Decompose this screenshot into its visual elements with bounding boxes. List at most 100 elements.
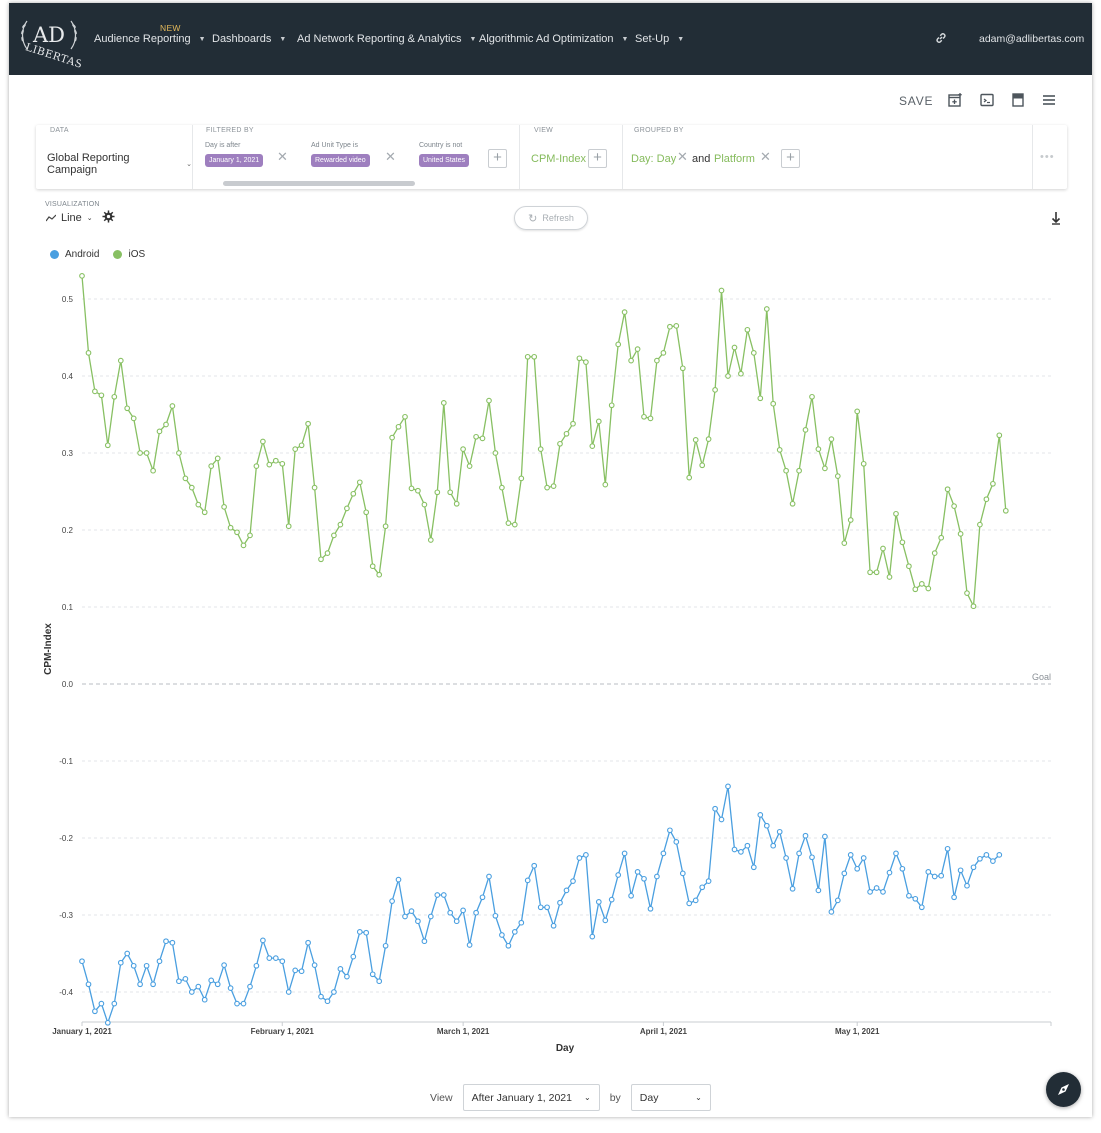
data-point-android xyxy=(188,989,195,995)
nav-dashboards[interactable]: Dashboards ▼ xyxy=(212,33,286,45)
visualization-type-select[interactable]: Line ⌄ xyxy=(46,212,93,224)
data-point-android xyxy=(602,917,609,924)
add-to-dashboard-icon[interactable] xyxy=(947,92,963,108)
data-point-ios xyxy=(408,485,415,492)
data-point-android xyxy=(854,865,861,872)
data-point-ios xyxy=(712,387,718,393)
embed-icon[interactable] xyxy=(979,92,995,108)
data-point-android xyxy=(880,889,886,895)
data-point-android xyxy=(660,850,667,857)
data-point-ios xyxy=(718,287,725,294)
filter-chip-day[interactable]: January 1, 2021 xyxy=(205,154,264,167)
data-point-android xyxy=(111,1000,118,1007)
adlibertas-logo[interactable]: AD LIBERTAS xyxy=(17,11,81,69)
nav-ad-network-reporting[interactable]: Ad Network Reporting & Analytics ▼ xyxy=(297,33,476,45)
data-point-ios xyxy=(434,489,441,496)
data-point-ios xyxy=(350,490,357,497)
menu-icon[interactable] xyxy=(1041,92,1057,108)
data-point-android xyxy=(544,904,550,911)
nav-set-up[interactable]: Set-Up ▼ xyxy=(635,33,684,45)
gear-icon[interactable] xyxy=(102,210,115,223)
filter-chip-ad-unit[interactable]: Rewarded video xyxy=(311,154,370,167)
group-platform[interactable]: Platform xyxy=(714,153,755,165)
data-source-select[interactable]: Global Reporting Campaign ⌄ xyxy=(47,152,192,176)
data-point-android xyxy=(518,919,525,926)
data-point-ios xyxy=(272,457,279,464)
data-point-android xyxy=(492,912,499,919)
legend-dot xyxy=(113,250,123,259)
filter-scrollbar[interactable] xyxy=(223,181,415,186)
add-metric-button[interactable]: + xyxy=(588,149,607,168)
nav-label: Audience Reporting xyxy=(94,33,191,45)
granularity-select[interactable]: Day ⌄ xyxy=(630,1084,711,1111)
legend-item-ios[interactable]: iOS xyxy=(113,249,145,260)
data-point-android xyxy=(85,981,92,988)
app-frame: AD LIBERTAS NEW Audience Reporting ▼ Dash… xyxy=(9,3,1092,1117)
nav-label: Dashboards xyxy=(212,33,272,45)
data-point-android xyxy=(292,967,299,974)
filter-chip-country[interactable]: United States xyxy=(419,154,470,167)
date-range-select[interactable]: After January 1, 2021 ⌄ xyxy=(462,1084,600,1111)
data-point-ios xyxy=(117,357,124,364)
data-point-android xyxy=(253,962,260,969)
metric-selector[interactable]: CPM-Index xyxy=(531,153,587,165)
data-point-android xyxy=(557,899,563,906)
data-point-android xyxy=(964,882,970,889)
add-group-button[interactable]: + xyxy=(781,149,800,168)
chevron-down-icon: ⌄ xyxy=(583,1093,591,1102)
data-point-ios xyxy=(156,428,163,435)
remove-group-icon[interactable]: ✕ xyxy=(677,149,688,164)
link-icon[interactable] xyxy=(934,31,948,45)
caret-down-icon: ▼ xyxy=(198,35,206,43)
line-chart-icon xyxy=(46,214,56,222)
data-point-android xyxy=(951,894,957,901)
grouped-by-section: GROUPED BY Day: Day ✕ and Platform ✕ + xyxy=(623,125,1033,189)
data-point-ios xyxy=(92,388,98,395)
data-point-android xyxy=(899,865,906,872)
data-point-android xyxy=(272,955,279,961)
data-point-ios xyxy=(402,413,408,420)
data-point-ios xyxy=(602,481,609,488)
more-options-icon[interactable]: ••• xyxy=(1040,151,1055,163)
data-point-android xyxy=(983,852,990,858)
data-point-android xyxy=(350,953,357,960)
add-filter-button[interactable]: + xyxy=(488,149,507,168)
data-point-ios xyxy=(996,432,1003,439)
nav-algorithmic-ad-optimization[interactable]: Algorithmic Ad Optimization ▼ xyxy=(479,33,628,45)
save-button[interactable]: SAVE xyxy=(899,94,934,108)
remove-filter-icon[interactable]: ✕ xyxy=(385,149,396,164)
nav-audience-reporting[interactable]: Audience Reporting ▼ xyxy=(94,33,206,45)
data-point-ios xyxy=(79,273,85,279)
goal-label: Goal xyxy=(1032,672,1051,682)
y-tick-label: 0.2 xyxy=(62,526,74,535)
explore-button[interactable] xyxy=(1046,1072,1081,1107)
data-point-android xyxy=(563,887,570,894)
data-point-ios xyxy=(479,435,486,442)
data-point-android xyxy=(266,955,273,961)
data-point-android xyxy=(169,939,176,946)
new-badge: NEW xyxy=(160,23,181,33)
remove-group-icon[interactable]: ✕ xyxy=(760,149,771,164)
data-point-ios xyxy=(990,480,996,487)
remove-filter-icon[interactable]: ✕ xyxy=(277,149,288,164)
data-point-ios xyxy=(376,571,383,578)
data-point-android xyxy=(331,989,337,995)
data-point-ios xyxy=(615,341,622,348)
data-point-android xyxy=(156,958,163,965)
data-point-ios xyxy=(169,403,176,409)
data-point-ios xyxy=(266,461,273,468)
refresh-button[interactable]: ↻ Refresh xyxy=(514,206,588,230)
data-point-android xyxy=(150,981,156,988)
data-point-android xyxy=(247,983,253,990)
data-point-ios xyxy=(886,574,893,580)
legend-item-android[interactable]: Android xyxy=(50,249,99,260)
date-range-value: After January 1, 2021 xyxy=(471,1091,572,1104)
data-point-android xyxy=(460,907,466,914)
data-point-ios xyxy=(382,523,389,530)
download-icon[interactable] xyxy=(1050,211,1062,225)
user-menu[interactable]: adam@adlibertas.com▼ xyxy=(979,33,1092,45)
data-point-ios xyxy=(731,344,738,351)
group-day[interactable]: Day: Day xyxy=(631,153,677,165)
caret-down-icon: ▼ xyxy=(469,35,477,43)
notebook-icon[interactable] xyxy=(1010,92,1026,108)
